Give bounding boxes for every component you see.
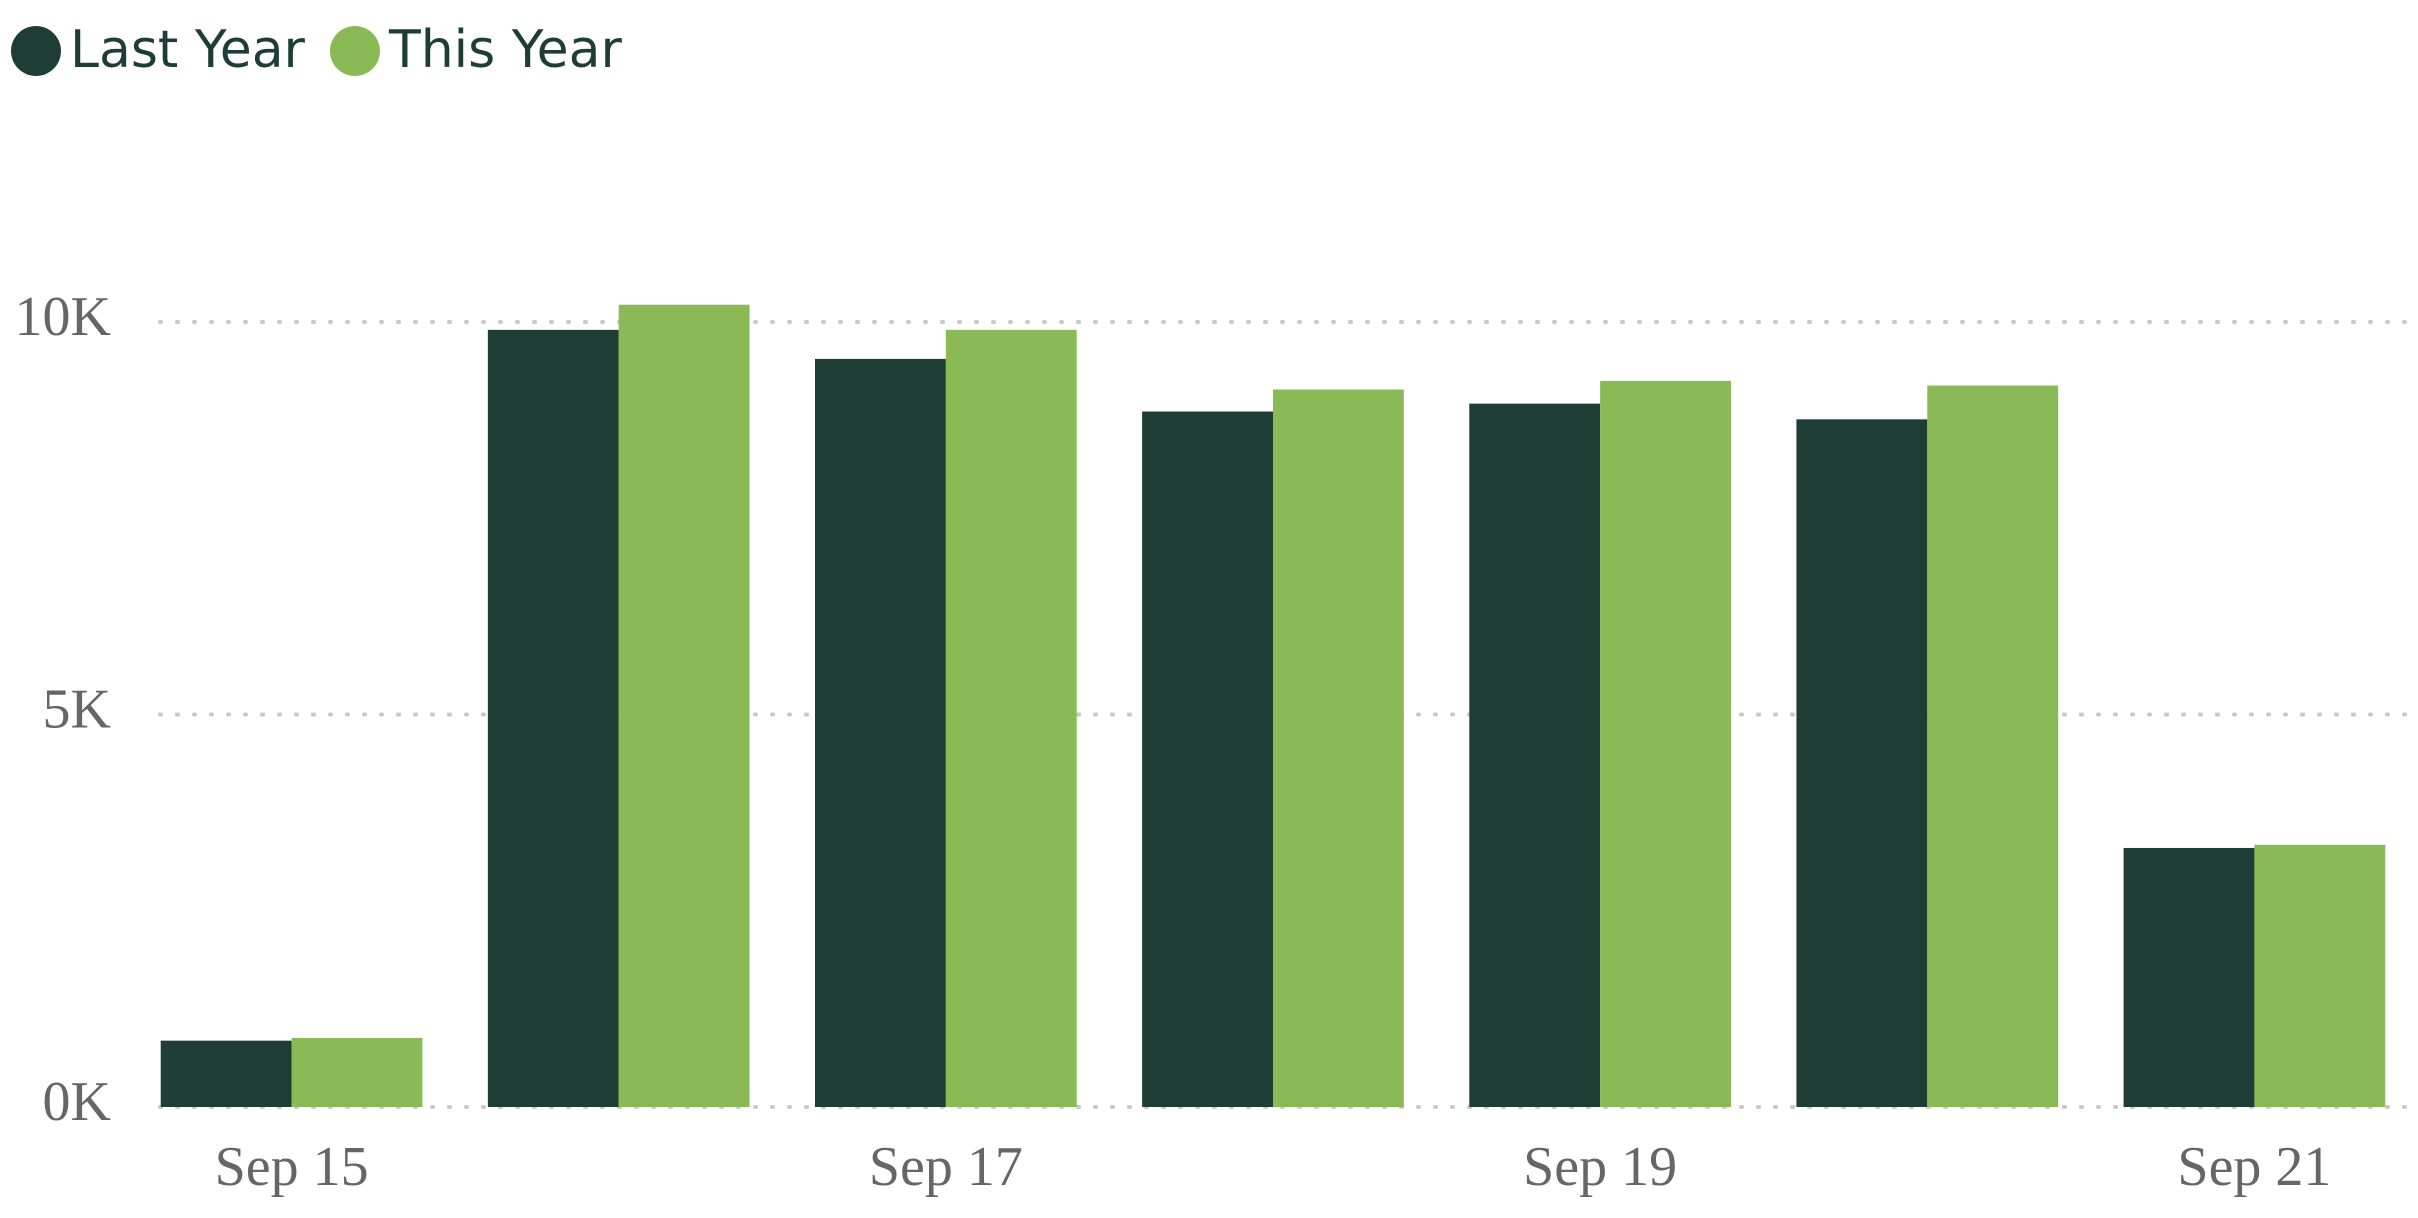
y-tick-label: 5K (43, 678, 111, 740)
bar (618, 304, 750, 1108)
bar (1469, 403, 1601, 1107)
bar (1796, 419, 1928, 1108)
bar (945, 329, 1077, 1108)
bar (1927, 385, 2059, 1108)
bar (160, 1040, 292, 1107)
bar (2123, 847, 2255, 1107)
legend-label: Last Year (70, 20, 306, 80)
bar (291, 1037, 423, 1107)
legend-marker (329, 26, 380, 76)
legend-label: This Year (388, 20, 623, 80)
bar (1600, 380, 1731, 1107)
x-tick-label: Sep 21 (2177, 1136, 2331, 1198)
y-tick-label: 0K (43, 1071, 111, 1133)
y-tick-label: 10K (15, 286, 111, 348)
bar (487, 329, 619, 1108)
bar (1273, 389, 1404, 1107)
bar (815, 358, 946, 1107)
x-tick-label: Sep 17 (869, 1136, 1023, 1198)
x-tick-label: Sep 19 (1523, 1136, 1677, 1198)
legend-marker (11, 26, 61, 76)
bar (2254, 844, 2386, 1107)
bar (1142, 411, 1273, 1107)
x-tick-label: Sep 15 (215, 1136, 369, 1198)
